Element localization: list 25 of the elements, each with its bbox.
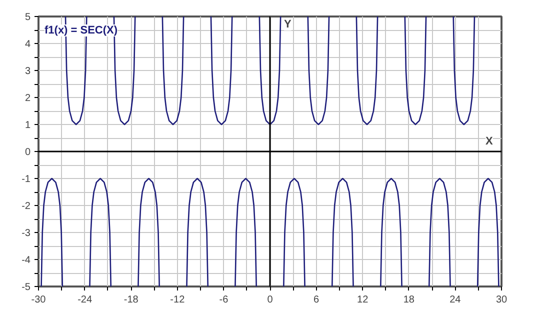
y-tick-label: -3	[22, 228, 31, 239]
y-tick-label: -5	[22, 282, 31, 293]
y-tick-label: 3	[24, 66, 31, 77]
x-tick-label: 12	[357, 294, 369, 306]
x-tick-label: -12	[170, 294, 186, 306]
series-label: f1(x) = SEC(X)	[44, 24, 118, 36]
y-tick-label: 1	[24, 120, 31, 131]
x-tick-label: -18	[124, 294, 139, 306]
y-tick-label: -4	[22, 255, 31, 266]
x-tick-label: 30	[496, 294, 508, 306]
y-tick-label: -2	[22, 201, 31, 212]
y-tick-label: 5	[24, 12, 31, 23]
x-axis-title: X	[486, 136, 494, 148]
y-tick-label: 4	[24, 39, 31, 50]
y-tick-label: 0	[24, 147, 31, 158]
x-tick-label: 0	[267, 294, 274, 306]
x-tick-label: 24	[450, 294, 462, 306]
x-tick-label: -6	[219, 294, 229, 306]
x-tick-label: 18	[403, 294, 415, 306]
y-tick-label: -1	[22, 174, 31, 185]
x-tick-label: -30	[31, 294, 46, 306]
y-tick-label: 2	[24, 93, 31, 104]
x-tick-label: 6	[314, 294, 320, 306]
y-axis-title: Y	[284, 18, 292, 30]
x-tick-label: -24	[78, 294, 92, 306]
